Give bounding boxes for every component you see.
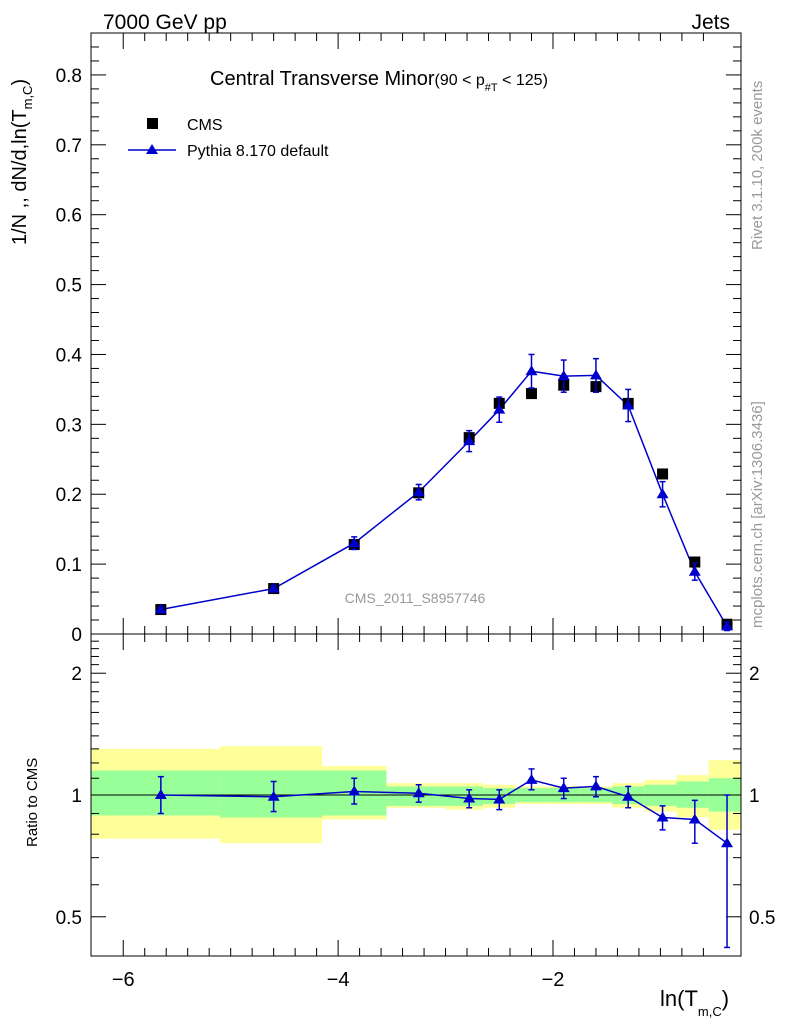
y-axis-label-main-suffix: ) xyxy=(9,79,31,86)
ratio-data-point xyxy=(622,790,635,801)
ratio-data-point xyxy=(688,813,701,824)
main-plot-frame xyxy=(91,33,741,634)
x-axis-label-suffix: ) xyxy=(722,986,729,1011)
ratio-band-inner xyxy=(91,770,220,816)
x-tick-label: −4 xyxy=(327,969,350,991)
ratio-panel: 0.5 0.5 1 1 2 2 −6 −4 −2 xyxy=(56,633,775,991)
x-tick-label: −6 xyxy=(112,969,135,991)
plot-title-range-sub: #T xyxy=(485,82,498,94)
legend-mc-marker xyxy=(146,144,158,154)
y-tick-label: 0 xyxy=(71,625,82,646)
mc-data-point xyxy=(688,565,701,576)
y-axis-label-main-prefix: 1/N xyxy=(9,214,31,245)
ratio-y-tick-label: 1 xyxy=(71,786,82,807)
mc-data-point xyxy=(412,486,425,497)
ratio-data-point xyxy=(557,782,570,793)
y-tick-label: 0.3 xyxy=(56,415,82,436)
main-series-group xyxy=(154,353,734,632)
x-axis-label-prefix: ln(T xyxy=(660,986,698,1011)
mc-data-point xyxy=(348,537,361,548)
ratio-data-point xyxy=(463,792,476,803)
y-axis-label-main-mid: ,, dN/d,ln(T xyxy=(9,109,31,213)
mc-data-point xyxy=(656,488,669,499)
plot-title-range-close: < 125) xyxy=(498,72,548,89)
ratio-series-group xyxy=(154,768,734,949)
mc-data-point xyxy=(463,435,476,446)
ratio-y-tick-label-right: 0.5 xyxy=(749,908,775,929)
ratio-data-point xyxy=(656,811,669,822)
y-tick-label: 0.8 xyxy=(56,66,82,87)
y-axis-label-main-sub: m,C xyxy=(20,86,35,110)
ratio-plot-border xyxy=(90,633,742,957)
watermark: CMS_2011_S8957746 xyxy=(345,590,486,606)
ratio-band-inner xyxy=(219,770,322,818)
y-tick-label: 0.7 xyxy=(56,136,82,157)
cms-data-point xyxy=(689,556,701,568)
ratio-data-point xyxy=(589,780,602,791)
ratio-data-point xyxy=(348,785,361,796)
y-tick-label: 0.2 xyxy=(56,485,82,506)
ratio-data-point xyxy=(412,787,425,798)
legend-data-marker xyxy=(147,118,158,129)
legend-data-label: CMS xyxy=(187,117,223,134)
rivet-version-label: Rivet 3.1.10, 200k events xyxy=(749,81,766,250)
cms-data-point xyxy=(657,468,669,480)
ratio-data-point xyxy=(154,789,167,799)
plot-title-range: (90 < p xyxy=(435,72,485,89)
header-energy: 7000 GeV pp xyxy=(103,11,227,34)
main-axes: 0 0.1 0.2 0.3 0.4 0.5 0.6 0.7 0.8 xyxy=(56,33,741,646)
source-label: mcplots.cern.ch [arXiv:1306.3436] xyxy=(749,401,766,628)
y-tick-label: 0.4 xyxy=(56,345,83,366)
ratio-data-point xyxy=(493,793,506,804)
y-tick-label: 0.1 xyxy=(56,555,82,576)
ratio-data-point xyxy=(267,790,280,801)
ratio-y-tick-label-right: 2 xyxy=(749,664,760,685)
ratio-y-tick-label-right: 1 xyxy=(749,786,760,807)
mc-data-point xyxy=(589,369,602,380)
y-axis-label-main: 1/N ,, dN/d,ln(Tm,C) xyxy=(9,79,35,245)
mc-data-point xyxy=(721,620,734,631)
ratio-data-point xyxy=(721,837,734,848)
mc-data-point xyxy=(622,399,635,410)
legend: CMS Pythia 8.170 default xyxy=(128,117,329,160)
x-axis-label: ln(Tm,C) xyxy=(660,986,729,1019)
x-axis-label-sub: m,C xyxy=(698,1004,722,1019)
y-axis-label-ratio: Ratio to CMS xyxy=(24,758,41,847)
ratio-y-tick-label: 0.5 xyxy=(56,908,82,929)
y-tick-label: 0.5 xyxy=(56,276,82,297)
x-tick-label: −2 xyxy=(542,969,565,991)
cms-data-point xyxy=(525,388,537,400)
legend-mc-label: Pythia 8.170 default xyxy=(187,143,329,160)
mc-data-point xyxy=(154,603,167,614)
mc-data-point xyxy=(267,582,280,593)
mc-data-point xyxy=(525,365,538,376)
ratio-data-point xyxy=(525,773,538,784)
plot-title: Central Transverse Minor(90 < p#T < 125) xyxy=(210,68,548,94)
header-category: Jets xyxy=(691,11,730,34)
y-tick-label: 0.6 xyxy=(56,206,82,227)
mc-data-point xyxy=(493,403,506,414)
main-panel: 0 0.1 0.2 0.3 0.4 0.5 0.6 0.7 0.8 CMS_2011_S8957… xyxy=(56,32,742,646)
plot-title-main: Central Transverse Minor xyxy=(210,68,435,90)
mc-data-point xyxy=(557,370,570,381)
ratio-y-tick-label: 2 xyxy=(71,664,82,685)
